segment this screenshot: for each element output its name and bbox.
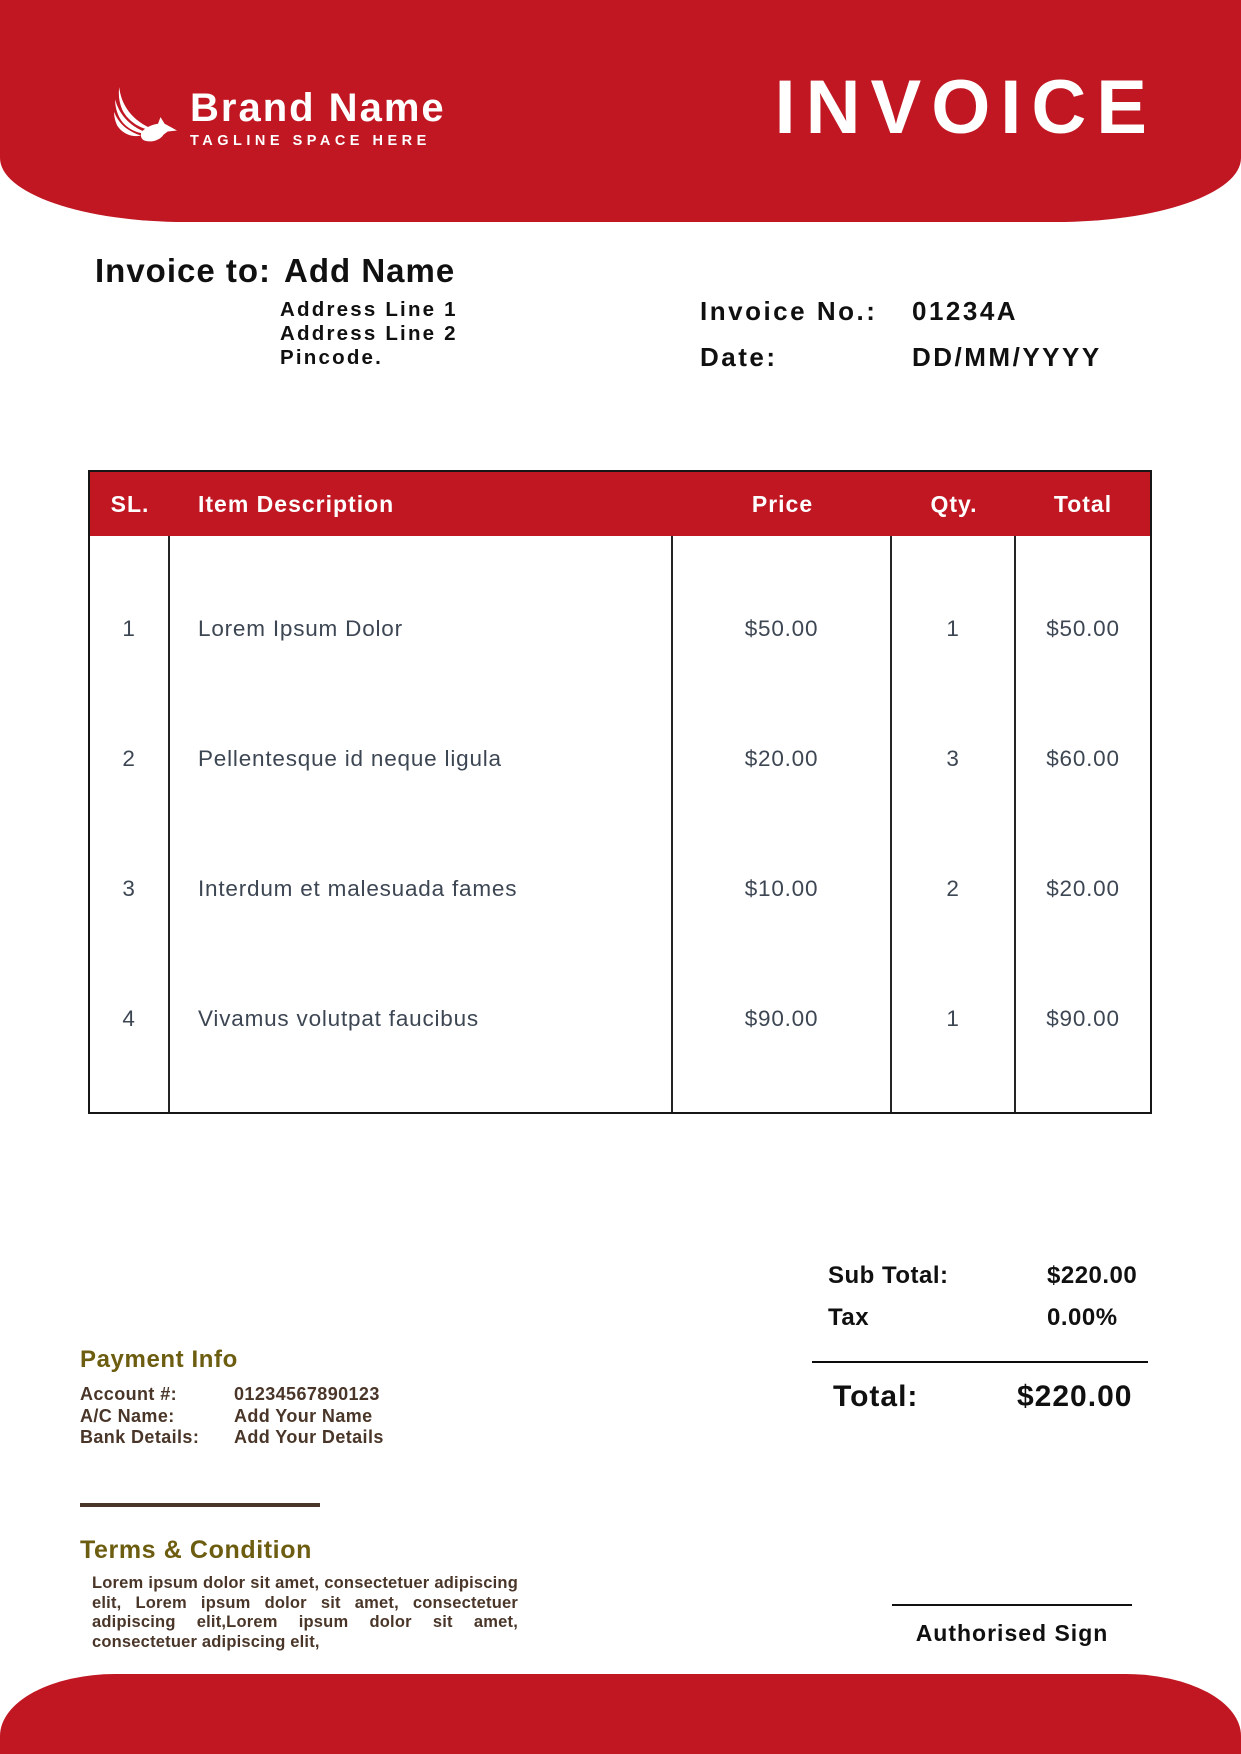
bill-to-block: Invoice to: Add Name Address Line 1 Addr… — [95, 252, 458, 370]
row-1-total: $50.00 — [1046, 616, 1120, 641]
totals-rule — [812, 1361, 1148, 1363]
invoice-meta: Invoice No.: 01234A Date: DD/MM/YYYY — [700, 296, 1102, 373]
row-2-sl: 2 — [122, 746, 136, 771]
header-band: Brand Name TAGLINE SPACE HERE INVOICE — [0, 0, 1241, 222]
footer-band — [0, 1674, 1241, 1754]
table-header-row: SL. Item Description Price Qty. Total — [90, 472, 1150, 536]
row-4-description: Vivamus volutpat faucibus — [198, 1006, 479, 1031]
row-3-sl: 3 — [122, 876, 136, 901]
row-4-qty: 1 — [946, 1006, 960, 1031]
row-1-price: $50.00 — [744, 616, 819, 641]
account-number-row: Account #: 01234567890123 — [80, 1384, 384, 1406]
column-description: Lorem Ipsum Dolor Pellentesque id neque … — [170, 536, 673, 1112]
row-2-price: $20.00 — [744, 746, 819, 771]
row-3-price: $10.00 — [744, 876, 819, 901]
total-row: Total: $220.00 — [828, 1379, 1150, 1415]
invoice-no-row: Invoice No.: 01234A — [700, 296, 1102, 327]
invoice-no-label: Invoice No.: — [700, 296, 878, 326]
summary-block: Sub Total: $220.00 Tax 0.00% Total: $220… — [812, 1263, 1150, 1415]
signature-block: Authorised Sign — [892, 1604, 1132, 1647]
brand-name: Brand Name — [190, 86, 446, 130]
account-name-row: A/C Name: Add Your Name — [80, 1406, 384, 1428]
bill-to-name: Add Name — [284, 252, 456, 289]
brand-tagline: TAGLINE SPACE HERE — [190, 133, 431, 149]
column-qty: 1 3 2 1 — [892, 536, 1016, 1112]
bank-details-value: Add Your Details — [234, 1427, 384, 1447]
column-sl: 1 2 3 4 — [90, 536, 170, 1112]
sub-total-row: Sub Total: $220.00 — [828, 1263, 1150, 1289]
header-qty: Qty. — [930, 490, 978, 517]
row-3-description: Interdum et malesuada fames — [198, 876, 518, 901]
row-4-total: $90.00 — [1046, 1006, 1120, 1031]
tax-label: Tax — [828, 1304, 870, 1331]
row-2-description: Pellentesque id neque ligula — [198, 746, 502, 771]
invoice-no-value: 01234A — [912, 296, 1019, 326]
row-1-qty: 1 — [946, 616, 960, 641]
tax-value: 0.00% — [1047, 1304, 1118, 1331]
bank-details-row: Bank Details: Add Your Details — [80, 1427, 384, 1449]
sub-total-value: $220.00 — [1047, 1262, 1138, 1289]
address-line-2: Address Line 2 — [280, 322, 458, 345]
brand-text: Brand Name TAGLINE SPACE HERE — [190, 86, 446, 149]
account-number-label: Account #: — [80, 1384, 178, 1404]
account-number-value: 01234567890123 — [234, 1384, 380, 1404]
row-2-qty: 3 — [946, 746, 960, 771]
payment-info-heading: Payment Info — [80, 1346, 238, 1373]
total-value: $220.00 — [1017, 1380, 1133, 1413]
payment-info-block: Payment Info Account #: 01234567890123 A… — [80, 1346, 384, 1507]
pegasus-logo-icon — [114, 87, 177, 142]
signature-label: Authorised Sign — [915, 1620, 1109, 1646]
date-label: Date: — [700, 342, 778, 372]
row-4-sl: 4 — [122, 1006, 136, 1031]
date-row: Date: DD/MM/YYYY — [700, 342, 1102, 373]
header-sl: SL. — [110, 490, 150, 517]
column-price: $50.00 $20.00 $10.00 $90.00 — [673, 536, 892, 1112]
total-label: Total: — [833, 1380, 919, 1413]
items-table: SL. Item Description Price Qty. Total 1 … — [88, 470, 1152, 1114]
address-line-1: Address Line 1 — [280, 298, 458, 321]
row-1-description: Lorem Ipsum Dolor — [198, 616, 403, 641]
account-name-value: Add Your Name — [234, 1405, 373, 1426]
tax-row: Tax 0.00% — [828, 1305, 1150, 1331]
date-value: DD/MM/YYYY — [912, 342, 1102, 372]
terms-body: Lorem ipsum dolor sit amet, consectetuer… — [92, 1574, 518, 1651]
column-total: $50.00 $60.00 $20.00 $90.00 — [1016, 536, 1150, 1112]
row-3-total: $20.00 — [1046, 876, 1120, 901]
brand-block: Brand Name TAGLINE SPACE HERE — [112, 86, 446, 149]
bill-to-address: Address Line 1 Address Line 2 Pincode. — [280, 298, 458, 370]
row-4-price: $90.00 — [744, 1006, 819, 1031]
header-price: Price — [751, 490, 814, 517]
payment-info-rows: Account #: 01234567890123 A/C Name: Add … — [80, 1384, 384, 1449]
table-body: 1 2 3 4 Lorem Ipsum Dolor Pellentesque i… — [90, 536, 1150, 1112]
row-3-qty: 2 — [946, 876, 960, 901]
address-line-3: Pincode. — [280, 346, 384, 369]
terms-block: Terms & Condition Lorem ipsum dolor sit … — [80, 1535, 518, 1652]
bill-to-line: Invoice to: Add Name — [95, 252, 458, 290]
account-name-label: A/C Name: — [80, 1405, 175, 1426]
page-title: INVOICE — [774, 65, 1157, 150]
row-1-sl: 1 — [122, 616, 136, 641]
bill-to-label: Invoice to: — [95, 252, 272, 289]
header-description: Item Description — [198, 490, 395, 517]
signature-rule — [892, 1604, 1132, 1606]
sub-total-label: Sub Total: — [828, 1262, 949, 1289]
payment-divider — [80, 1502, 320, 1507]
header-total: Total — [1053, 490, 1113, 517]
bank-details-label: Bank Details: — [80, 1427, 200, 1447]
row-2-total: $60.00 — [1046, 746, 1120, 771]
terms-heading: Terms & Condition — [80, 1536, 312, 1564]
